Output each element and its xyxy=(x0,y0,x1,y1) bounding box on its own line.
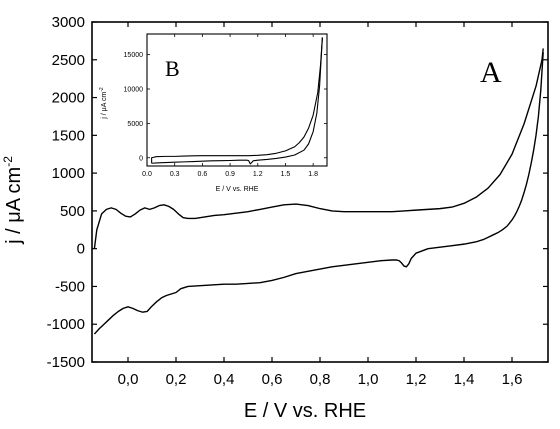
y-tick-label: 1500 xyxy=(52,127,85,144)
y-tick-label: 3000 xyxy=(52,14,85,31)
y-tick-label: -1000 xyxy=(47,316,85,333)
y-tick-label: -500 xyxy=(55,278,85,295)
panel-label-b: B xyxy=(165,56,180,81)
x-tick-label: 1,4 xyxy=(454,371,475,388)
y-tick-label: 2000 xyxy=(52,90,85,107)
y-tick-label: -1500 xyxy=(47,354,85,371)
x-tick-label: 0,0 xyxy=(118,371,139,388)
inset-x-tick-label: 1.2 xyxy=(253,171,263,178)
y-axis-title-main: j / μA cm xyxy=(3,167,25,245)
x-axis-title: E / V vs. RHE xyxy=(244,400,366,422)
x-tick-label: 1,6 xyxy=(502,371,523,388)
x-tick-label: 1,2 xyxy=(406,371,427,388)
inset-x-tick-label: 0.3 xyxy=(170,171,180,178)
y-tick-label: 500 xyxy=(60,203,85,220)
y-axis-title: j / μA cm-2 xyxy=(1,156,25,245)
inset-x-tick-label: 1.8 xyxy=(308,171,318,178)
x-tick-label: 0,4 xyxy=(214,371,235,388)
inset-y-tick-label: 10000 xyxy=(124,87,144,94)
anodic-sweep-line xyxy=(93,48,544,249)
inset-x-tick-label: 0.6 xyxy=(198,171,208,178)
y-tick-label: 0 xyxy=(77,241,85,258)
inset-x-tick-label: 0.0 xyxy=(142,171,152,178)
inset-y-axis-title: j / μA cm-2 xyxy=(99,87,108,120)
y-tick-label: 2500 xyxy=(52,52,85,69)
inset-y-tick-label: 15000 xyxy=(124,52,144,59)
inset-x-axis-title: E / V vs. RHE xyxy=(216,186,259,193)
inset-cathodic-sweep-line xyxy=(151,37,323,165)
y-tick-label: 1000 xyxy=(52,165,85,182)
y-axis-title-superscript: -2 xyxy=(1,156,15,167)
chart-texts: E / V vs. RHE j / μA cm-2 A E / V vs. RH… xyxy=(1,56,502,422)
inset-plot-frame xyxy=(146,33,328,167)
x-tick-label: 0,8 xyxy=(310,371,331,388)
inset-y-tick-label: 5000 xyxy=(127,121,143,128)
inset-y-axis-title-main: j / μA cm xyxy=(101,92,108,120)
inset-y-axis-title-superscript: -2 xyxy=(99,87,105,92)
x-tick-label: 1,0 xyxy=(358,371,379,388)
x-tick-label: 0,6 xyxy=(262,371,283,388)
inset-plot: 0.0 0.3 0.6 0.9 1.2 1.5 1.8 0 5000 10000 15000 xyxy=(124,33,328,178)
inset-y-tick-label: 0 xyxy=(139,155,143,162)
cathodic-sweep-line xyxy=(93,52,544,335)
inset-anodic-sweep-line xyxy=(151,37,323,164)
panel-label-a: A xyxy=(480,56,502,89)
inset-x-tick-label: 1.5 xyxy=(281,171,291,178)
inset-x-tick-label: 0.9 xyxy=(225,171,235,178)
x-tick-label: 0,2 xyxy=(166,371,187,388)
